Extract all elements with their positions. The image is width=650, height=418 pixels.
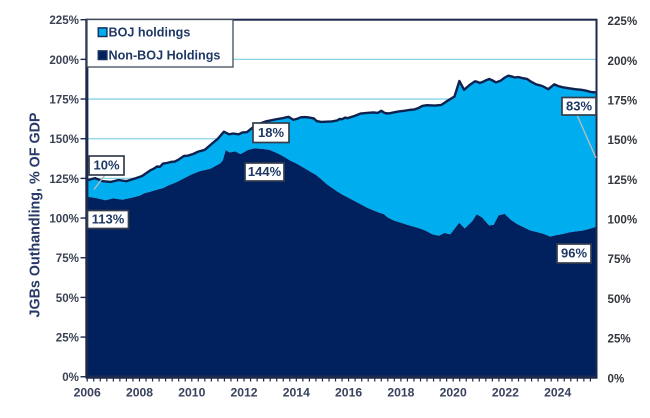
svg-text:200%: 200% — [608, 55, 638, 68]
svg-text:150%: 150% — [49, 133, 79, 146]
svg-text:2020: 2020 — [440, 385, 467, 399]
svg-text:JGBs Outhandling, % OF GDP: JGBs Outhandling, % OF GDP — [28, 112, 44, 317]
svg-text:2006: 2006 — [74, 385, 101, 399]
svg-text:25%: 25% — [608, 333, 631, 346]
svg-text:175%: 175% — [49, 93, 79, 106]
svg-text:96%: 96% — [561, 246, 587, 261]
svg-text:Non-BOJ Holdings: Non-BOJ Holdings — [109, 49, 221, 63]
svg-text:83%: 83% — [566, 98, 592, 113]
svg-text:18%: 18% — [258, 125, 284, 140]
svg-text:2016: 2016 — [335, 385, 362, 399]
svg-text:125%: 125% — [608, 174, 638, 187]
svg-text:2024: 2024 — [544, 385, 571, 399]
svg-text:2014: 2014 — [283, 385, 310, 399]
svg-text:10%: 10% — [93, 158, 119, 173]
svg-text:100%: 100% — [49, 212, 79, 225]
svg-text:150%: 150% — [608, 134, 638, 147]
svg-text:200%: 200% — [49, 54, 79, 67]
svg-text:25%: 25% — [56, 331, 79, 344]
svg-text:125%: 125% — [49, 173, 79, 186]
svg-text:50%: 50% — [56, 292, 79, 305]
svg-text:100%: 100% — [608, 214, 638, 227]
svg-text:225%: 225% — [49, 14, 79, 27]
svg-text:2022: 2022 — [492, 385, 519, 399]
svg-text:50%: 50% — [608, 293, 631, 306]
svg-text:0%: 0% — [608, 372, 625, 385]
svg-text:2010: 2010 — [178, 385, 205, 399]
svg-text:2008: 2008 — [126, 385, 153, 399]
svg-text:75%: 75% — [608, 253, 631, 266]
svg-text:0%: 0% — [62, 371, 79, 384]
svg-text:75%: 75% — [56, 252, 79, 265]
svg-text:2012: 2012 — [230, 385, 257, 399]
svg-text:144%: 144% — [248, 164, 282, 179]
svg-text:175%: 175% — [608, 95, 638, 108]
svg-text:225%: 225% — [608, 15, 638, 28]
svg-text:BOJ holdings: BOJ holdings — [109, 26, 191, 40]
svg-text:113%: 113% — [92, 212, 125, 227]
svg-text:2018: 2018 — [387, 385, 414, 399]
